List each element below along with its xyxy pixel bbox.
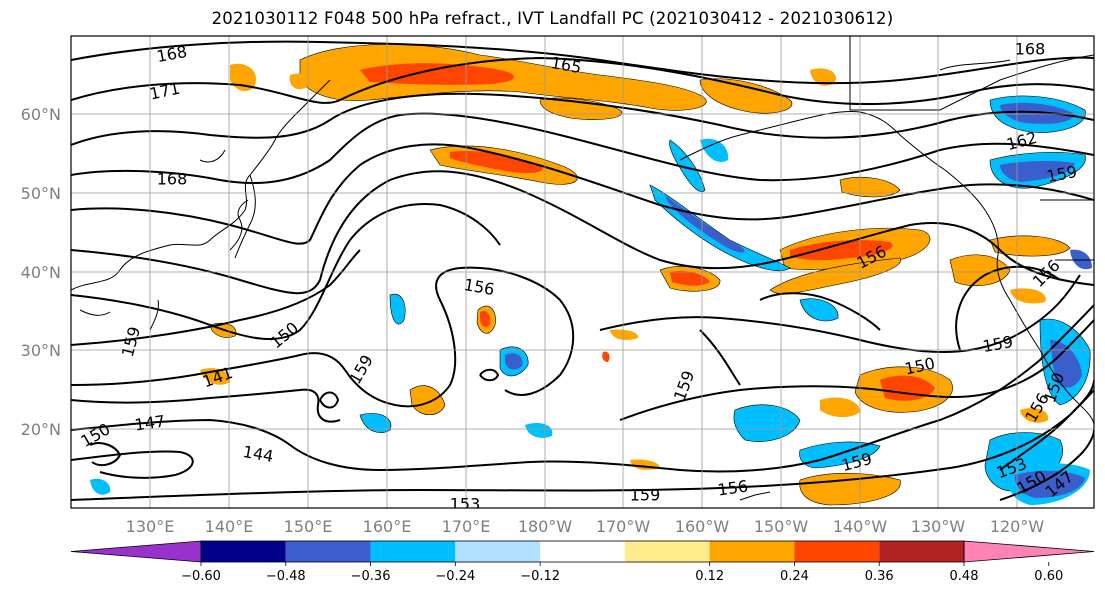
- colorbar-segment: [201, 541, 286, 562]
- colorbar-tick-label: −0.12: [520, 569, 560, 584]
- colorbar-tick-label: 0.36: [865, 569, 894, 584]
- colorbar-tick-label: 0.60: [1034, 569, 1063, 584]
- map-title: 2021030112 F048 500 hPa refract., IVT La…: [211, 9, 894, 28]
- colorbar-tick-label: −0.60: [181, 569, 221, 584]
- contour-label: 159: [630, 486, 661, 505]
- colorbar-segment: [370, 541, 456, 562]
- colorbar-extend-low: [70, 540, 202, 563]
- refractivity-contours: [71, 40, 1094, 501]
- lon-label: 170°W: [596, 517, 651, 536]
- colorbar-tick-label: −0.24: [435, 569, 475, 584]
- colorbar-segment: [285, 541, 371, 562]
- lat-label: 60°N: [21, 105, 61, 124]
- lat-lon-grid: [71, 36, 1094, 508]
- colorbar-tick-label: 0.48: [950, 569, 979, 584]
- lat-label: 40°N: [21, 263, 61, 282]
- contour-label: 153: [450, 495, 481, 514]
- lon-label: 140°W: [833, 517, 888, 536]
- colorbar-tick-label: 0.24: [780, 569, 809, 584]
- lat-label: 30°N: [21, 341, 61, 360]
- contour-label: 156: [716, 476, 749, 499]
- colorbar: −0.60 −0.48 −0.36 −0.24 −0.12 0.12 0.24 0.36 0.4…: [70, 540, 1095, 584]
- contour-label: 168: [157, 170, 188, 189]
- contour-label: 147: [133, 411, 166, 434]
- colorbar-segment: [879, 541, 964, 562]
- map-frame: [70, 35, 1095, 509]
- lon-label: 180°W: [518, 517, 573, 536]
- lon-label: 160°W: [675, 517, 730, 536]
- contour-label: 168: [1015, 40, 1046, 59]
- colorbar-segment: [455, 541, 541, 562]
- lon-label: 150°W: [754, 517, 809, 536]
- lat-label: 20°N: [21, 420, 61, 439]
- refractivity-shading: [90, 44, 1092, 506]
- colorbar-segment: [709, 541, 795, 562]
- lon-label: 140°E: [205, 517, 254, 536]
- colorbar-tick-label: −0.36: [351, 569, 391, 584]
- latitude-labels: 60°N 50°N 40°N 30°N 20°N: [21, 105, 61, 439]
- longitude-labels: 130°E 140°E 150°E 160°E 170°E 180°W 170°W 160°W…: [126, 517, 1045, 536]
- colorbar-segment: [540, 541, 625, 562]
- colorbar-segment: [624, 541, 710, 562]
- colorbar-outline: [200, 540, 965, 563]
- colorbar-tick-label: −0.48: [266, 569, 306, 584]
- lon-label: 130°W: [911, 517, 966, 536]
- lon-label: 160°E: [363, 517, 412, 536]
- lon-label: 120°W: [990, 517, 1045, 536]
- lat-label: 50°N: [21, 184, 61, 203]
- lon-label: 170°E: [442, 517, 491, 536]
- colorbar-tick-label: 0.12: [695, 569, 724, 584]
- colorbar-extend-high: [963, 540, 1095, 563]
- colorbar-segment: [794, 541, 880, 562]
- lon-label: 150°E: [284, 517, 333, 536]
- lon-label: 130°E: [126, 517, 175, 536]
